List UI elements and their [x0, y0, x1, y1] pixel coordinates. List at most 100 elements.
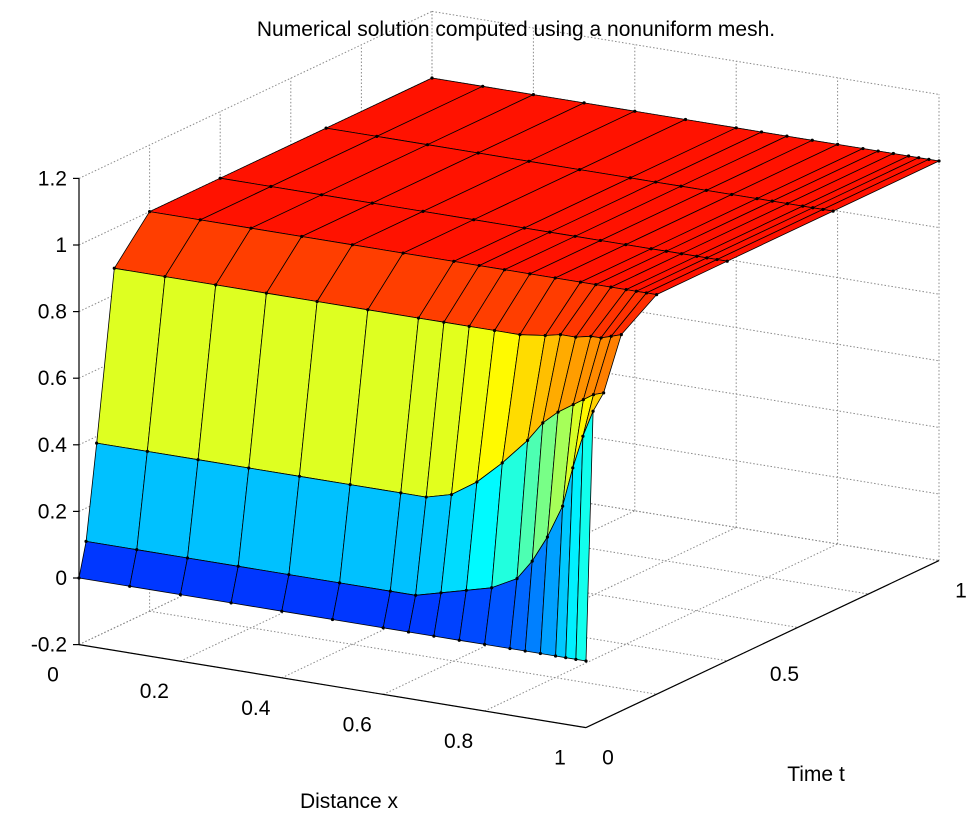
mesh-node [861, 146, 865, 151]
gridline-z-back-wall [431, 343, 940, 428]
mesh-node [573, 234, 577, 238]
mesh-node [297, 474, 302, 478]
mesh-node [185, 556, 190, 560]
mesh-node [558, 333, 563, 337]
mesh-node [388, 589, 392, 593]
mesh-node [679, 184, 683, 188]
mesh-node [476, 151, 480, 155]
mesh-node [500, 461, 504, 465]
x-tick-label: 0.4 [241, 697, 271, 720]
mesh-node [128, 584, 132, 588]
mesh-node [483, 642, 487, 647]
mesh-node [594, 283, 598, 287]
mesh-node [649, 247, 653, 251]
mesh-node [381, 626, 385, 630]
mesh-node [320, 193, 324, 197]
mesh-node [759, 130, 764, 134]
mesh-node [730, 192, 734, 197]
mesh-node [178, 593, 182, 597]
mesh-node [421, 209, 425, 213]
mesh-node [598, 238, 603, 243]
mesh-node [574, 657, 578, 661]
mesh-node [401, 251, 405, 255]
mesh-node [348, 483, 352, 487]
mesh-node [481, 84, 485, 88]
gridline-t-floor [149, 610, 657, 695]
mesh-node [584, 659, 588, 663]
mesh-node [581, 434, 585, 438]
y-axis-line [585, 560, 940, 729]
mesh-node [198, 218, 202, 222]
mesh-node [424, 495, 428, 499]
mesh-node [624, 288, 628, 292]
mesh-node [609, 334, 613, 338]
mesh-node [425, 143, 430, 147]
mesh-node [664, 249, 668, 253]
x-tick-label: 0.2 [140, 680, 169, 703]
y-axis-label: Time t [787, 763, 845, 786]
mesh-node [280, 609, 284, 613]
mesh-node [810, 138, 814, 142]
mesh-node [725, 259, 729, 263]
mesh-node [581, 397, 585, 402]
surface [77, 76, 941, 663]
mesh-node [927, 157, 931, 161]
mesh-node [399, 491, 403, 495]
y-tick-label: 0 [602, 747, 614, 770]
mesh-node [679, 252, 684, 256]
mesh-node [214, 283, 218, 287]
mesh-node [785, 134, 789, 138]
mesh-node [430, 76, 434, 80]
mesh-node [715, 257, 719, 262]
mesh-node [247, 466, 251, 470]
mesh-node [300, 234, 304, 239]
mesh-node [755, 197, 759, 201]
mesh-node [370, 201, 374, 205]
mesh-node [602, 391, 606, 395]
mesh-node [135, 548, 139, 552]
z-tick-label: 1 [55, 234, 67, 257]
mesh-node [492, 328, 497, 333]
mesh-node [472, 218, 476, 222]
chart-title: Numerical solution computed using a nonu… [257, 18, 775, 41]
mesh-node [269, 184, 273, 189]
mesh-node [876, 149, 880, 153]
mesh-node [545, 535, 550, 539]
z-tick-label: 0.6 [38, 367, 67, 390]
mesh-node [543, 333, 547, 338]
mesh-node [416, 316, 421, 320]
mesh-node [619, 333, 623, 337]
surface-patch [179, 557, 239, 604]
mesh-node [821, 207, 825, 212]
mesh-node [553, 654, 558, 658]
mesh-node [196, 458, 200, 462]
mesh-node [287, 572, 291, 577]
surface-patch [281, 574, 341, 620]
mesh-node [449, 492, 454, 497]
mesh-node [589, 334, 593, 338]
z-tick-label: 0.4 [38, 434, 68, 457]
x-tick-label: 0.6 [343, 713, 372, 736]
tick-labels: -0.2 0 0.2 0.4 0.6 0.8 1 1.2 0 0.2 0.4 0.6 0.8 1 0 0.5 1 [31, 167, 967, 769]
mesh-node [530, 559, 534, 563]
mesh-node [538, 651, 542, 656]
mesh-node [414, 593, 418, 597]
mesh-node [655, 293, 659, 297]
x-tick-label: 0 [47, 664, 59, 687]
mesh-node [163, 274, 167, 279]
mesh-node [477, 263, 481, 268]
mesh-node [683, 117, 688, 122]
mesh-node [95, 441, 99, 445]
mesh-node [578, 168, 582, 172]
gridline-t-floor [361, 510, 869, 595]
mesh-node [541, 421, 545, 425]
gridline-z-back-wall [431, 277, 940, 362]
mesh-node [628, 176, 632, 180]
surface-patch [230, 565, 290, 612]
z-tick-label: 0.2 [38, 500, 67, 523]
mesh-node [406, 630, 411, 634]
mesh-node [734, 126, 738, 130]
mesh-node [633, 109, 637, 113]
mesh-node [315, 299, 319, 304]
